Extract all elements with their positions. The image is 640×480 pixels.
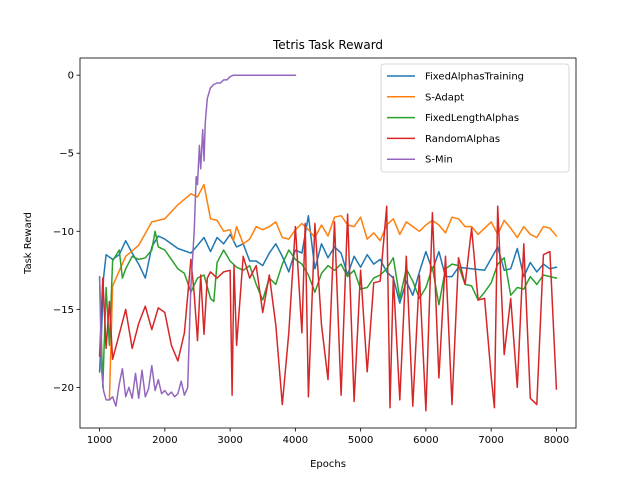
x-tick-label-3: 4000 <box>283 435 308 446</box>
legend-box <box>380 63 570 173</box>
x-tick-label-1: 2000 <box>152 435 177 446</box>
x-tick-label-4: 5000 <box>348 435 373 446</box>
x-tick-label-5: 6000 <box>413 435 438 446</box>
series-line-0 <box>98 214 558 373</box>
chart-title: Tetris Task Reward <box>272 38 383 52</box>
y-axis-label: Task Reward <box>23 212 34 275</box>
plot-frame <box>79 57 577 429</box>
x-tick-label-6: 7000 <box>478 435 503 446</box>
legend-label-3: RandomAlphas <box>425 134 500 145</box>
series-layer <box>98 74 558 412</box>
y-tick-label-0: 0 <box>68 71 74 82</box>
y-axis: 0 −5 −10 −15 −20 <box>53 71 80 394</box>
legend-label-1: S-Adapt <box>425 92 464 103</box>
legend: FixedAlphasTraining S-Adapt FixedLengthAlp… <box>380 63 570 173</box>
x-tick-label-7: 8000 <box>544 435 569 446</box>
x-axis-label: Epochs <box>310 459 346 470</box>
x-axis: 1000 2000 3000 4000 5000 6000 7000 8000 <box>87 428 569 446</box>
series-line-3 <box>98 205 558 412</box>
legend-label-2: FixedLengthAlphas <box>425 113 519 124</box>
series-line-1 <box>108 183 558 401</box>
series-line-4 <box>98 74 297 407</box>
y-tick-label-4: −20 <box>53 383 74 394</box>
y-tick-label-2: −10 <box>53 227 74 238</box>
series-line-2 <box>98 230 558 389</box>
y-tick-label-1: −5 <box>59 149 74 160</box>
y-tick-label-3: −15 <box>53 305 74 316</box>
legend-items: FixedAlphasTraining S-Adapt FixedLengthAlp… <box>387 72 524 166</box>
x-tick-label-0: 1000 <box>87 435 112 446</box>
plot-area: 1000 2000 3000 4000 5000 6000 7000 8000 0 −5 −10 −… <box>53 57 577 446</box>
legend-label-0: FixedAlphasTraining <box>425 72 524 83</box>
legend-label-4: S-Min <box>425 155 453 166</box>
x-tick-label-2: 3000 <box>217 435 242 446</box>
